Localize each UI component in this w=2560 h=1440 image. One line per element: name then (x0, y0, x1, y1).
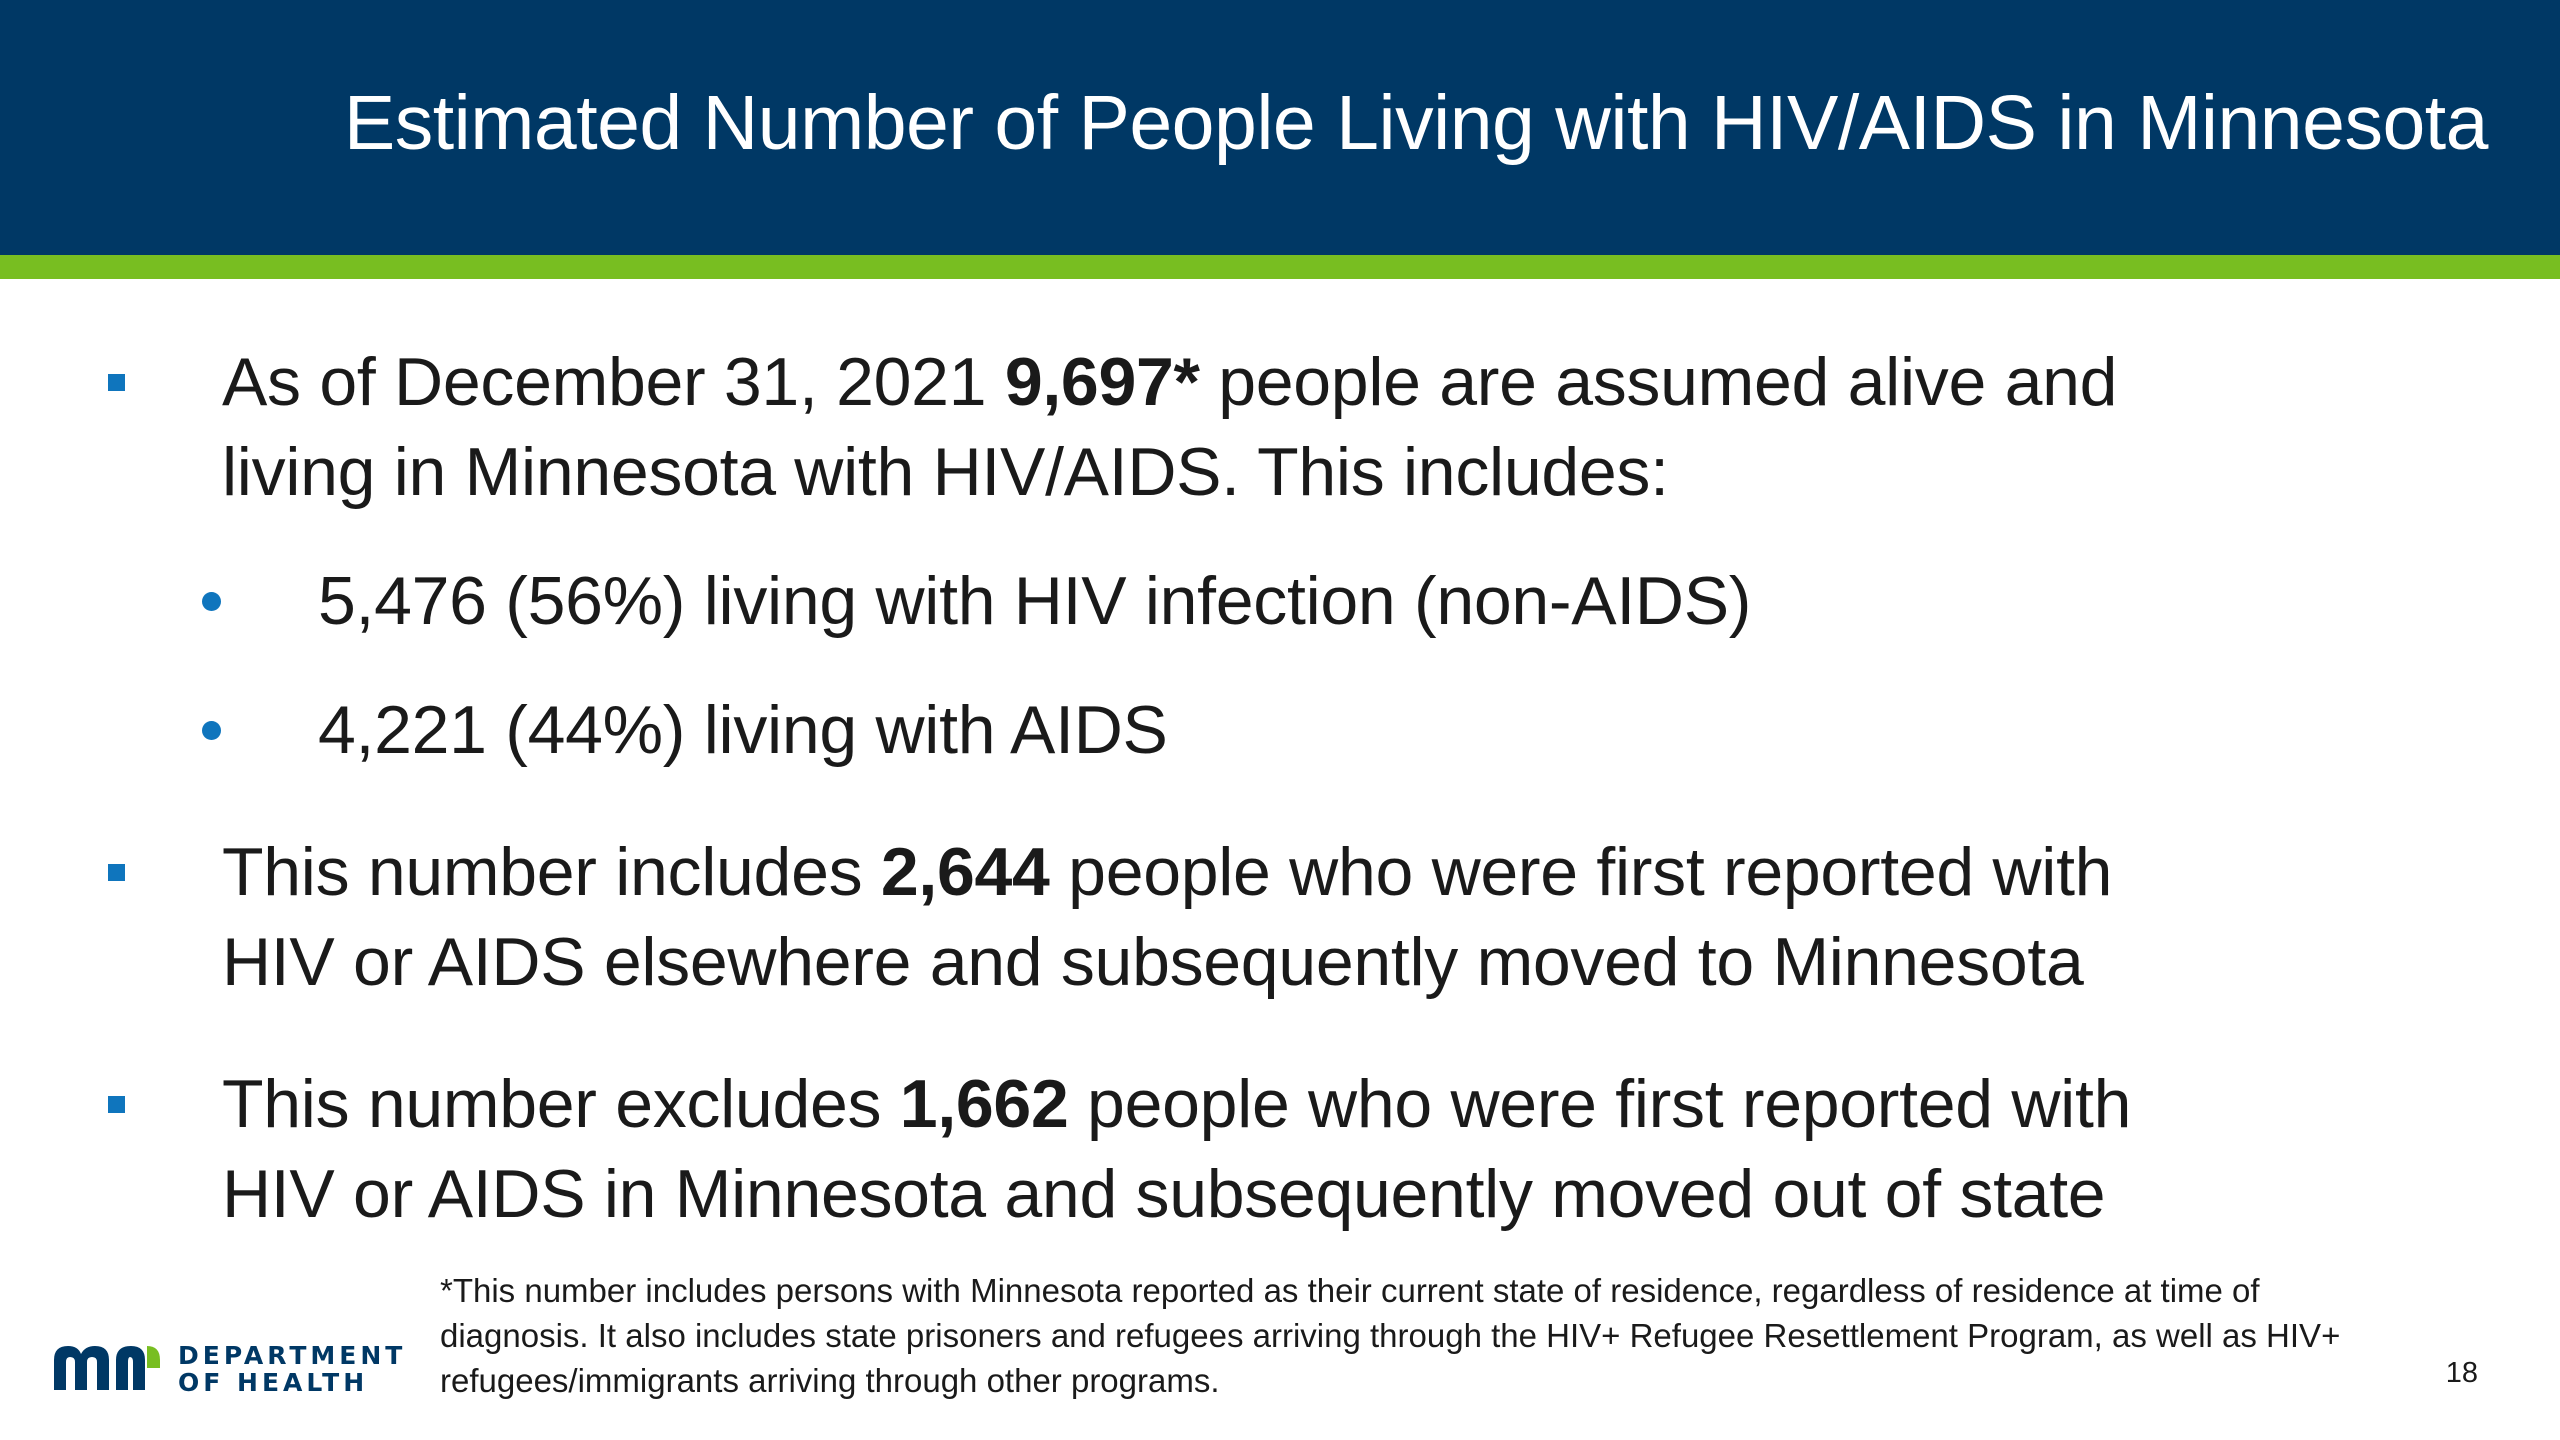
title-bar: Estimated Number of People Living with H… (0, 0, 2560, 255)
bullet-text-1-line-1: As of December 31, 2021 9,697* people ar… (222, 344, 2118, 420)
accent-divider (0, 255, 2560, 279)
bullet-text-2-line-2: HIV or AIDS elsewhere and subsequently m… (222, 924, 2084, 1000)
footnote: *This number includes persons with Minne… (440, 1272, 2341, 1399)
bold-count-moved-in: 2,644 (880, 834, 1050, 910)
bold-count-moved-out: 1,662 (899, 1066, 1069, 1142)
mn-logo-icon (54, 1346, 160, 1390)
mdh-logo: DEPARTMENT OF HEALTH (50, 1336, 402, 1396)
bullet-text-1-line-2: living in Minnesota with HIV/AIDS. This … (222, 434, 1669, 510)
square-bullet-icon (108, 374, 125, 391)
bullet-text-2-line-1: This number includes 2,644 people who we… (222, 834, 2113, 910)
slide-title: Estimated Number of People Living with H… (343, 80, 2489, 166)
page-number: 18 (2445, 1357, 2478, 1389)
round-bullet-icon (202, 592, 221, 611)
square-bullet-icon (108, 1096, 125, 1113)
logo-wordmark: DEPARTMENT OF HEALTH (178, 1341, 407, 1397)
bullet-text-3-line-2: HIV or AIDS in Minnesota and subsequentl… (222, 1156, 2106, 1232)
bullet-text-3-line-1: This number excludes 1,662 people who we… (222, 1066, 2132, 1142)
round-bullet-icon (202, 721, 221, 740)
bold-count-total: 9,697* (1004, 344, 1200, 420)
sub-bullet-hiv: 5,476 (56%) living with HIV infection (n… (318, 563, 1752, 639)
square-bullet-icon (108, 864, 125, 881)
sub-bullet-aids: 4,221 (44%) living with AIDS (318, 692, 1168, 768)
